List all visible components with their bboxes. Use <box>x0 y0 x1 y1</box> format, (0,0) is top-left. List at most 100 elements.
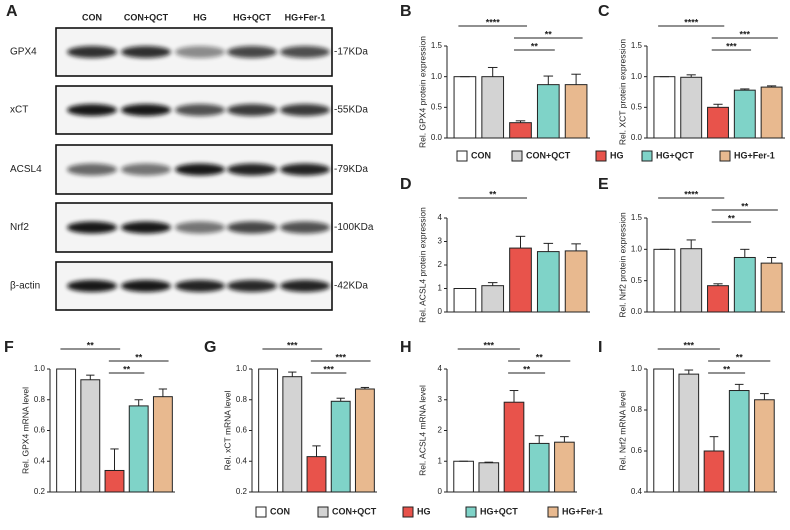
legend-label: HG+QCT <box>480 506 518 516</box>
bar <box>481 285 505 313</box>
error-bar <box>336 397 345 402</box>
y-tick-label: 0.8 <box>236 395 248 404</box>
bar <box>104 469 125 493</box>
y-tick-label: 4 <box>438 213 443 222</box>
bar <box>503 401 525 493</box>
band <box>67 104 117 116</box>
legend-swatch <box>719 150 731 162</box>
band <box>280 104 330 116</box>
sig-label: *** <box>740 29 751 39</box>
panel-label: H <box>400 339 412 356</box>
error-bar <box>312 445 321 457</box>
sig-label: *** <box>287 340 298 350</box>
band <box>67 221 117 234</box>
band <box>121 163 171 176</box>
sig-label: **** <box>684 17 699 27</box>
error-bar <box>760 393 769 400</box>
band <box>121 104 171 116</box>
error-bar <box>110 448 119 471</box>
panel-label: G <box>204 339 216 356</box>
y-tick-label: 1.5 <box>631 213 643 222</box>
legend-label: HG+Fer-1 <box>562 506 603 516</box>
y-tick-label: 2 <box>438 426 443 435</box>
y-tick-label: 0.6 <box>631 446 643 455</box>
panel-label: F <box>4 339 14 356</box>
bar <box>80 379 101 493</box>
legend-swatch <box>456 150 468 162</box>
y-axis-title: Rel. GPX4 protein expression <box>417 36 427 148</box>
sig-label: ** <box>723 364 731 374</box>
size-label: -42KDa <box>334 281 368 292</box>
bar <box>536 251 560 313</box>
error-bar <box>571 73 581 85</box>
band <box>227 221 277 234</box>
legend-label: CON <box>471 150 491 160</box>
sig-label: ** <box>545 29 553 39</box>
y-axis-title: Rel. ACSL4 mRNA level <box>417 385 427 476</box>
legend-swatch <box>641 150 653 162</box>
legend-label: HG <box>610 150 624 160</box>
bar <box>707 285 729 313</box>
y-tick-label: 0 <box>438 487 443 496</box>
error-bar <box>767 256 777 264</box>
error-bar <box>686 74 696 78</box>
sig-label: ** <box>531 41 539 51</box>
bar <box>653 76 676 139</box>
sig-label: *** <box>335 352 346 362</box>
protein-label: xCT <box>10 105 28 116</box>
sig-label: ** <box>523 364 531 374</box>
y-tick-label: 0.5 <box>631 102 643 111</box>
band <box>175 280 225 292</box>
band <box>280 163 330 176</box>
bar <box>760 262 783 313</box>
y-tick-label: 0.2 <box>236 487 248 496</box>
legend-label: HG+Fer-1 <box>734 150 775 160</box>
band <box>121 46 171 58</box>
legend-swatch <box>595 150 607 162</box>
panel-label: I <box>598 339 602 356</box>
y-tick-label: 3 <box>438 395 443 404</box>
bar <box>528 442 550 493</box>
y-axis-title: Rel. Nrf2 mRNA level <box>617 390 627 470</box>
y-axis-title: Rel. xCT mRNA level <box>222 391 232 471</box>
error-bar <box>767 85 777 88</box>
sig-label: ** <box>741 201 749 211</box>
bar <box>453 460 474 493</box>
y-tick-label: 1.5 <box>431 41 443 50</box>
error-bar <box>534 435 544 444</box>
bar <box>564 84 588 139</box>
protein-label: GPX4 <box>10 47 37 58</box>
bar <box>653 368 674 493</box>
protein-label: Nrf2 <box>10 222 29 233</box>
protein-label: β-actin <box>10 281 40 292</box>
y-tick-label: 0.0 <box>631 133 643 142</box>
error-bar <box>684 369 694 375</box>
bar <box>564 250 588 313</box>
panel-label: C <box>598 3 610 20</box>
lane-label: CON+QCT <box>124 12 169 22</box>
bar <box>56 368 77 493</box>
bar <box>733 89 756 139</box>
bar <box>554 441 575 493</box>
protein-label: ACSL4 <box>10 164 42 175</box>
lane-label: HG <box>193 12 207 22</box>
bar <box>478 462 500 493</box>
sig-label: **** <box>684 189 699 199</box>
error-bar <box>543 242 554 252</box>
legend-label: CON+QCT <box>526 150 571 160</box>
bar <box>481 76 505 139</box>
band <box>67 46 117 58</box>
y-tick-label: 1 <box>438 284 443 293</box>
error-bar <box>515 120 526 123</box>
y-axis-title: Rel. GPX4 mRNA level <box>20 387 30 474</box>
band <box>280 221 330 234</box>
panel-label: A <box>6 3 18 20</box>
legend-swatch <box>547 506 559 518</box>
bar <box>258 368 279 493</box>
bar <box>680 248 703 313</box>
sig-label: ** <box>489 189 497 199</box>
sig-label: ** <box>728 213 736 223</box>
band <box>280 280 330 292</box>
bar <box>760 86 783 139</box>
y-tick-label: 0.0 <box>631 307 643 316</box>
